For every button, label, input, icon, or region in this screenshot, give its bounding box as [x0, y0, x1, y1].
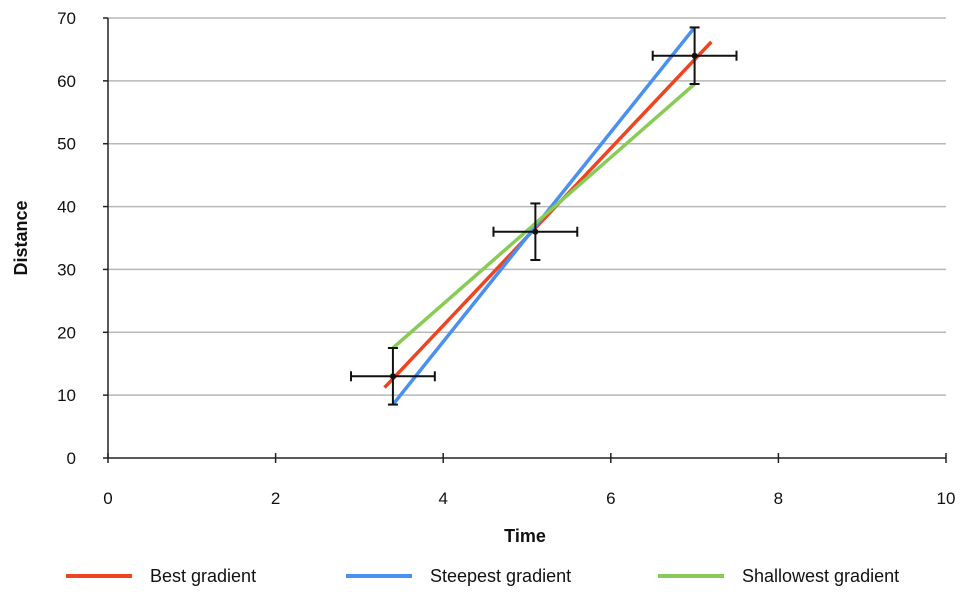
tick-labels: 0 10 20 30 40 50 60 70 0 2 4 6 8 10: [57, 9, 955, 508]
y-tick-label: 40: [57, 198, 76, 217]
error-bars: [350, 26, 738, 406]
x-tick-label: 4: [438, 489, 447, 508]
data-point-1: [350, 347, 436, 406]
gridlines: [108, 17, 946, 396]
y-tick-label: 50: [57, 135, 76, 154]
legend-item-shallowest-gradient: Shallowest gradient: [658, 566, 899, 586]
best-gradient-line: [383, 40, 713, 389]
legend-label-shallowest-gradient: Shallowest gradient: [742, 566, 899, 586]
x-tick-label: 8: [774, 489, 783, 508]
y-tick-label: 20: [57, 323, 76, 342]
shallowest-gradient-line: [391, 82, 696, 350]
x-tick-label: 10: [937, 489, 956, 508]
y-tick-label: 0: [67, 449, 76, 468]
y-tick-label: 10: [57, 386, 76, 405]
y-tick-label: 60: [57, 72, 76, 91]
axes: [103, 17, 947, 463]
y-axis-title: Distance: [11, 200, 31, 275]
y-tick-label: 70: [57, 9, 76, 28]
legend-label-best-gradient: Best gradient: [150, 566, 256, 586]
legend-label-steepest-gradient: Steepest gradient: [430, 566, 571, 586]
data-point-marker: [389, 373, 396, 380]
data-point-2: [492, 202, 579, 261]
legend-item-best-gradient: Best gradient: [66, 566, 256, 586]
y-tick-label: 30: [57, 260, 76, 279]
data-point-marker: [532, 228, 539, 235]
data-point-3: [651, 26, 738, 85]
legend-item-steepest-gradient: Steepest gradient: [346, 566, 571, 586]
data-point-marker: [691, 52, 698, 59]
gradient-lines: [383, 26, 713, 406]
legend: Best gradient Steepest gradient Shallowest…: [66, 566, 899, 586]
x-tick-label: 6: [606, 489, 615, 508]
x-tick-label: 0: [103, 489, 112, 508]
x-tick-label: 2: [271, 489, 280, 508]
x-axis-title: Time: [504, 526, 546, 546]
